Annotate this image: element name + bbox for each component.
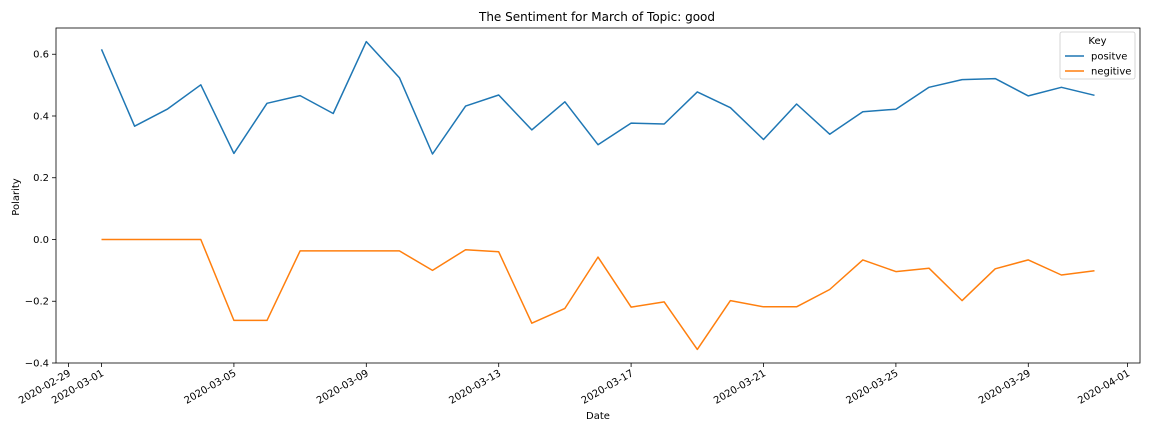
- legend-box: [1059, 31, 1136, 80]
- x-tick-label: 2020-03-25: [845, 368, 901, 407]
- y-tick-label: −0.4: [25, 359, 49, 370]
- x-tick-label: 2020-03-29: [977, 368, 1033, 407]
- series-layer: [100, 40, 1095, 351]
- y-tick-label: −0.2: [25, 297, 49, 308]
- y-tick-label: 0.0: [33, 235, 49, 246]
- plot-area: [55, 27, 1141, 364]
- x-tick-label: 2020-04-01: [1076, 368, 1132, 407]
- x-tick-label: 2020-03-13: [447, 368, 503, 407]
- y-axis: −0.4 −0.2 0.0 0.2 0.4 0.6: [25, 50, 56, 370]
- series-line-positve: [100, 40, 1095, 155]
- x-axis-label: Date: [586, 411, 610, 422]
- x-tick-label: 2020-03-05: [183, 368, 239, 407]
- chart-title: The Sentiment for March of Topic: good: [478, 10, 715, 24]
- legend-label-negitive: negitive: [1091, 67, 1131, 78]
- x-tick-label: 2020-03-21: [712, 368, 768, 407]
- series-line-negitive: [101, 238, 1095, 351]
- y-tick-label: 0.6: [33, 50, 49, 61]
- legend-title: Key: [1088, 36, 1106, 47]
- legend-label-positve: positve: [1091, 52, 1127, 63]
- x-tick-label: 2020-03-17: [580, 368, 636, 407]
- y-tick-label: 0.4: [33, 111, 49, 122]
- plot-frame: [55, 27, 1141, 364]
- y-tick-label: 0.2: [33, 173, 49, 184]
- x-tick-label: 2020-03-09: [315, 368, 371, 407]
- legend: Key positve negitive: [1059, 31, 1136, 80]
- y-axis-label: Polarity: [11, 178, 22, 216]
